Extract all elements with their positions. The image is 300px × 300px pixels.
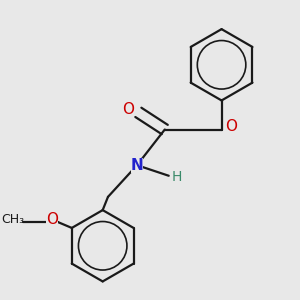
Text: O: O	[225, 119, 237, 134]
Text: N: N	[131, 158, 143, 173]
Text: O: O	[46, 212, 58, 227]
Text: O: O	[122, 102, 134, 117]
Text: H: H	[172, 170, 182, 184]
Text: CH₃: CH₃	[1, 213, 24, 226]
